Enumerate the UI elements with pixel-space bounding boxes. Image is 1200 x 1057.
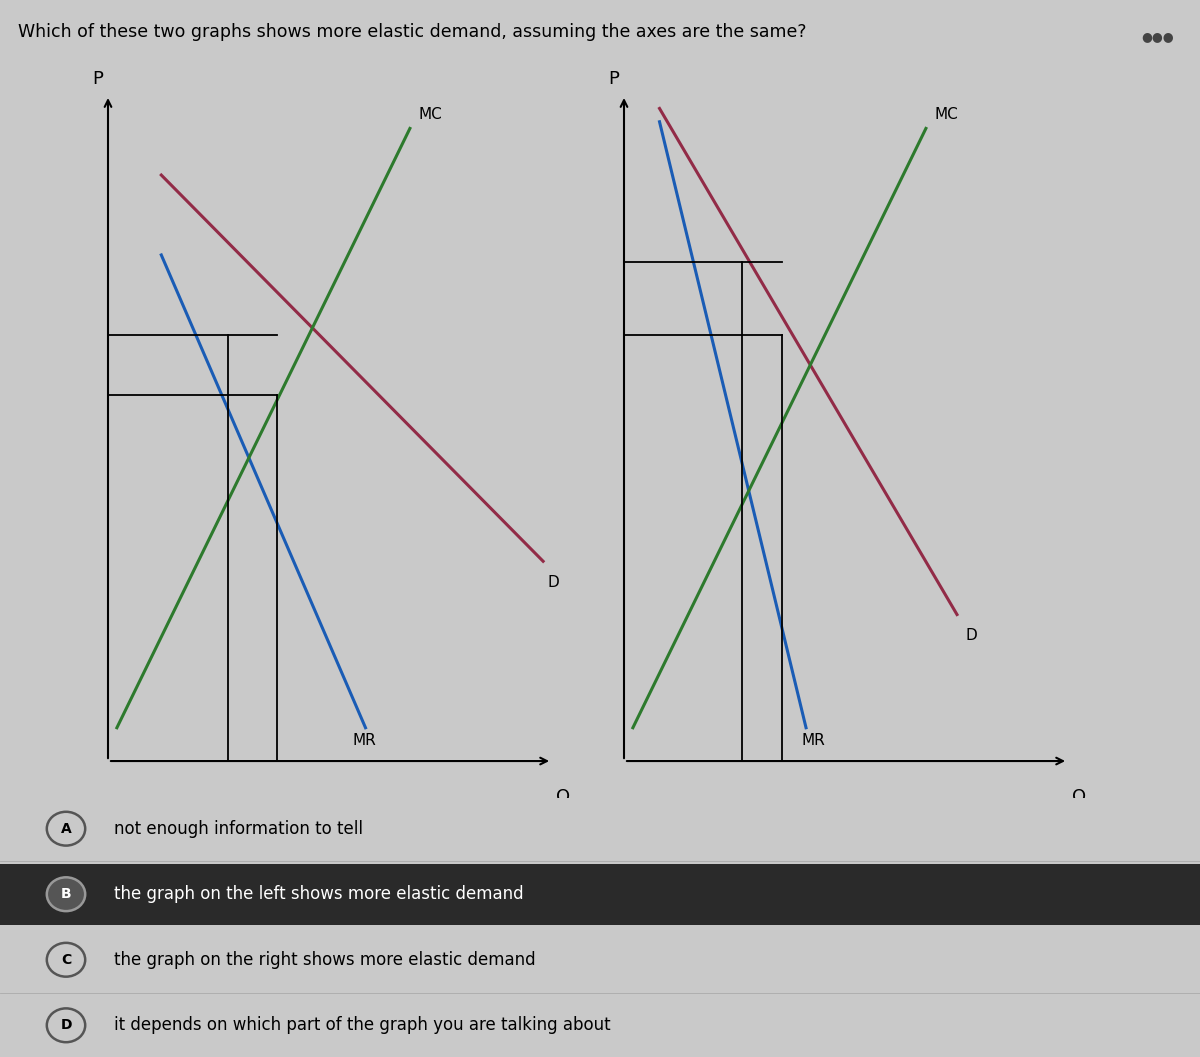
Text: B: B (61, 887, 71, 902)
Text: it depends on which part of the graph you are talking about: it depends on which part of the graph yo… (114, 1016, 611, 1035)
Text: MR: MR (353, 733, 376, 747)
Text: D: D (547, 575, 559, 590)
Text: MC: MC (935, 107, 959, 122)
Text: C: C (61, 952, 71, 967)
Text: Qm Qc: Qm Qc (215, 808, 263, 821)
Text: P: P (92, 71, 103, 89)
Text: the graph on the right shows more elastic demand: the graph on the right shows more elasti… (114, 950, 535, 969)
Text: Q: Q (1073, 787, 1086, 805)
Text: MR: MR (802, 733, 826, 747)
Text: the graph on the left shows more elastic demand: the graph on the left shows more elastic… (114, 885, 523, 904)
Text: Qm Qc: Qm Qc (727, 808, 774, 821)
Text: Which of these two graphs shows more elastic demand, assuming the axes are the s: Which of these two graphs shows more ela… (18, 23, 806, 41)
Text: not enough information to tell: not enough information to tell (114, 819, 364, 838)
Text: D: D (966, 628, 978, 643)
Text: ●●●: ●●● (1141, 30, 1175, 42)
Text: A: A (61, 821, 71, 836)
Text: Q: Q (557, 787, 570, 805)
Text: P: P (608, 71, 619, 89)
Text: MC: MC (419, 107, 443, 122)
Text: D: D (60, 1018, 72, 1033)
